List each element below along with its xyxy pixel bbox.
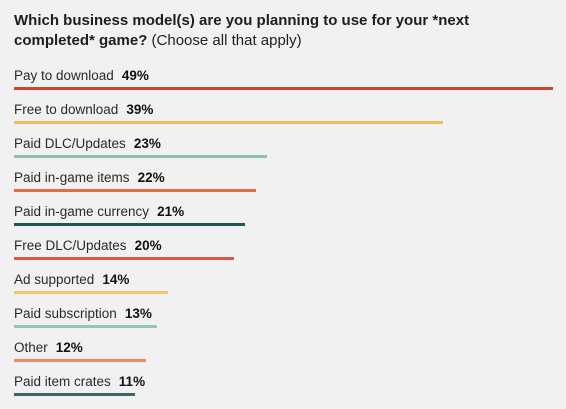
category-label: Ad supported: [14, 272, 94, 287]
value-label: 23%: [134, 136, 161, 151]
bar-row-free-dlc-updates: Free DLC/Updates 20%: [14, 238, 234, 260]
bar-other: [14, 359, 146, 362]
bar-paid-item-crates: [14, 393, 135, 396]
value-label: 39%: [126, 102, 153, 117]
bar-row-ad-supported: Ad supported 14%: [14, 272, 168, 294]
bar-paid-in-game-currency: [14, 223, 245, 226]
category-label: Paid in-game items: [14, 170, 130, 185]
chart-subtitle: (Choose all that apply): [151, 32, 302, 49]
bar-pay-to-download: [14, 87, 553, 90]
category-label: Other: [14, 340, 48, 355]
bar-paid-dlc-updates: [14, 155, 267, 158]
bar-row-paid-dlc-updates: Paid DLC/Updates 23%: [14, 136, 267, 158]
category-label: Paid subscription: [14, 306, 117, 321]
value-label: 21%: [157, 204, 184, 219]
value-label: 49%: [122, 68, 149, 83]
bar-row-paid-subscription: Paid subscription 13%: [14, 306, 157, 328]
category-label: Paid item crates: [14, 374, 111, 389]
category-label: Free DLC/Updates: [14, 238, 127, 253]
category-label: Paid in-game currency: [14, 204, 149, 219]
bar-free-dlc-updates: [14, 257, 234, 260]
value-label: 12%: [56, 340, 83, 355]
value-label: 20%: [135, 238, 162, 253]
bar-free-to-download: [14, 121, 443, 124]
bar-paid-subscription: [14, 325, 157, 328]
bar-row-paid-in-game-currency: Paid in-game currency 21%: [14, 204, 245, 226]
chart-title-main: Which business model(s) are you planning…: [14, 12, 470, 49]
bar-row-free-to-download: Free to download 39%: [14, 102, 443, 124]
bar-row-pay-to-download: Pay to download 49%: [14, 68, 553, 90]
bar-paid-in-game-items: [14, 189, 256, 192]
bar-row-paid-in-game-items: Paid in-game items 22%: [14, 170, 256, 192]
value-label: 22%: [138, 170, 165, 185]
bar-row-other: Other 12%: [14, 340, 146, 362]
bar-ad-supported: [14, 291, 168, 294]
bar-row-paid-item-crates: Paid item crates 11%: [14, 374, 145, 396]
category-label: Free to download: [14, 102, 118, 117]
value-label: 14%: [102, 272, 129, 287]
value-label: 11%: [119, 374, 145, 389]
chart-title: Which business model(s) are you planning…: [14, 11, 554, 51]
value-label: 13%: [125, 306, 152, 321]
category-label: Paid DLC/Updates: [14, 136, 126, 151]
category-label: Pay to download: [14, 68, 114, 83]
